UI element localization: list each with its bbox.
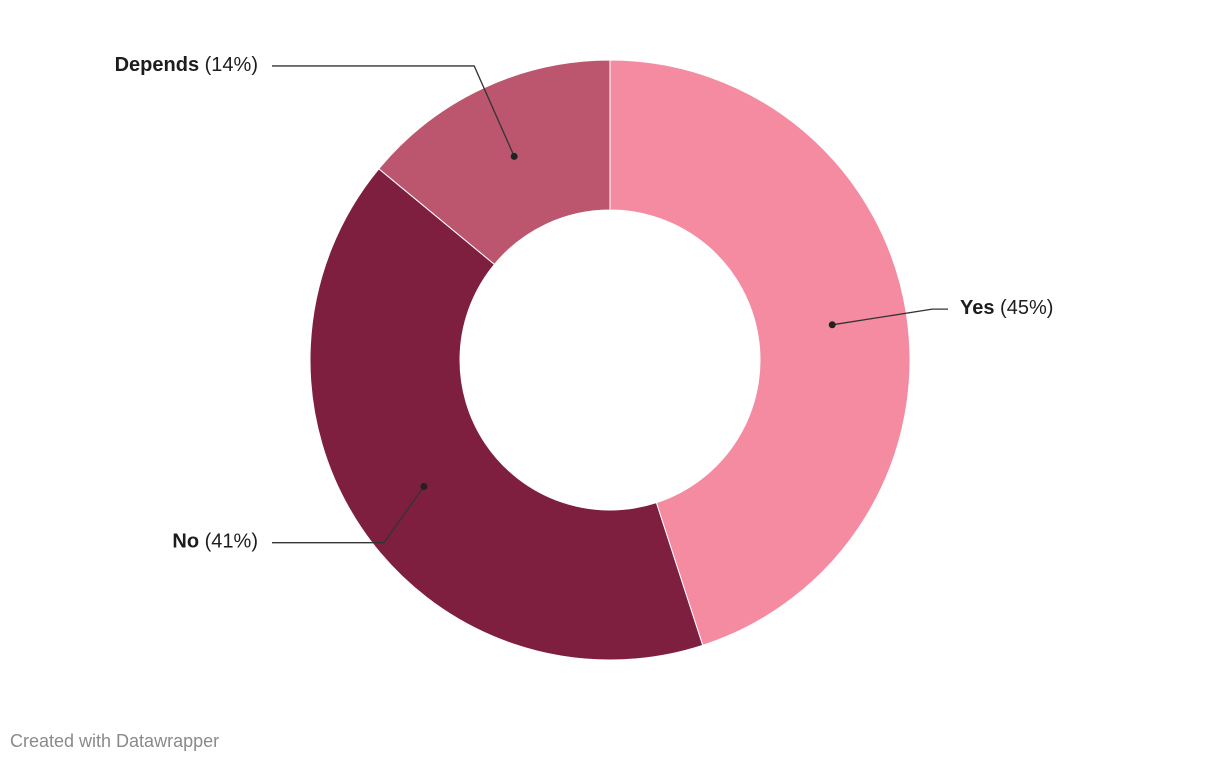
leader-dot [420,482,428,490]
leader-dot [828,321,836,329]
slice-label: Yes (45%) [960,297,1053,319]
label-value: (41%) [205,531,258,553]
leader-line [832,308,948,326]
leader-line [272,65,515,157]
donut-slice [378,59,611,266]
slice-label: No (41%) [172,531,258,553]
donut-slice [309,168,704,661]
label-value: (14%) [205,54,258,76]
label-value: (45%) [1000,297,1053,319]
leader-line [272,486,425,544]
label-name: No [172,531,199,553]
label-name: Yes [960,297,994,319]
leader-dot [510,152,518,160]
slice-label: Depends (14%) [115,54,258,76]
credit: Created with Datawrapper [10,731,219,751]
label-name: Depends [115,54,199,76]
donut-slice [609,59,911,646]
